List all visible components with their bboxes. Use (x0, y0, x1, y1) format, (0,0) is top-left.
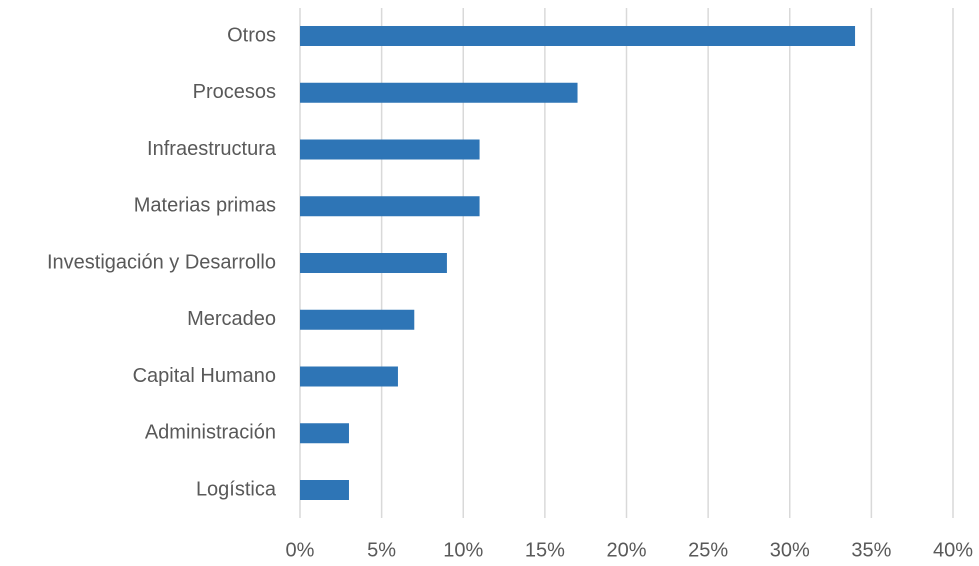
bar (300, 139, 480, 160)
bar (300, 82, 578, 103)
y-tick-label: Administración (145, 422, 276, 444)
x-tick-label: 40% (933, 539, 973, 561)
bar (300, 196, 480, 217)
x-tick-label: 15% (525, 539, 565, 561)
x-tick-label: 35% (851, 539, 891, 561)
bar (300, 366, 398, 387)
bar (300, 253, 447, 273)
x-tick-label: 25% (688, 539, 728, 561)
bar (300, 423, 349, 444)
bar (300, 480, 349, 500)
y-tick-label: Infraestructura (147, 138, 277, 160)
bar (300, 309, 415, 330)
y-tick-label: Procesos (193, 81, 276, 103)
x-tick-label: 0% (286, 539, 315, 561)
x-tick-label: 20% (606, 539, 646, 561)
x-tick-label: 5% (367, 539, 396, 561)
y-tick-label: Capital Humano (133, 365, 276, 387)
bar (300, 26, 856, 46)
y-tick-label: Otros (227, 24, 276, 46)
y-tick-label: Logística (196, 478, 277, 500)
x-tick-label: 10% (443, 539, 483, 561)
y-tick-label: Investigación y Desarrollo (47, 251, 276, 273)
x-tick-label: 30% (770, 539, 810, 561)
y-tick-label: Mercadeo (187, 308, 276, 330)
y-tick-label: Materias primas (134, 195, 276, 217)
